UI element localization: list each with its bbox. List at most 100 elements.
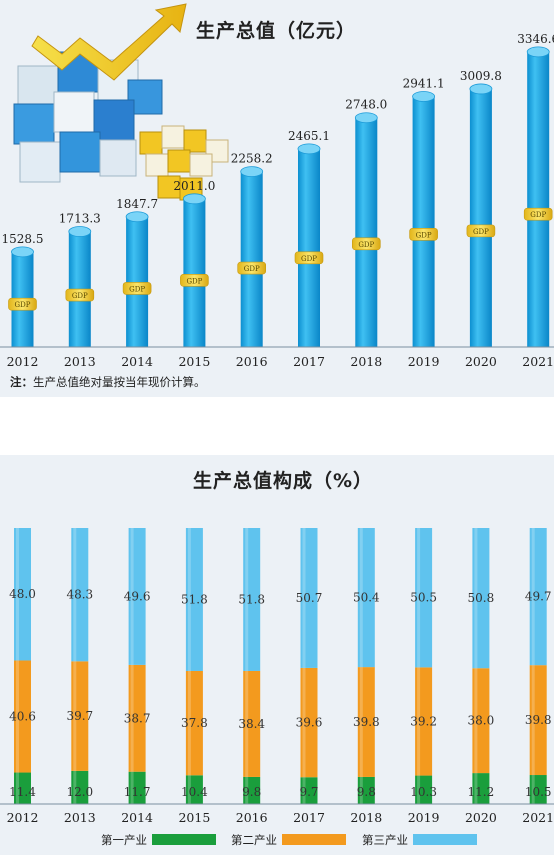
gdp-badge [409, 227, 438, 241]
stack-segment [128, 771, 146, 804]
stack-segment [357, 667, 375, 777]
note-label: 注： [10, 375, 33, 389]
stack-highlight [302, 667, 306, 778]
gdp-chart-title: 生产总值（亿元） [196, 20, 357, 42]
gdp-badge-text: GDP [358, 241, 374, 249]
stack-segment [300, 528, 318, 668]
gdp-bar [355, 117, 378, 347]
stack-segment [529, 665, 547, 776]
gdp-bar-chart: 1528.5 GDP 2012 1713.3 GDP 2013 1847.7 GDP 2014 2… [0, 32, 554, 369]
stack-segment [185, 528, 203, 671]
stack-value-label: 10.4 [181, 785, 208, 799]
gdp-value-label: 2258.2 [231, 152, 273, 166]
gdp-badge [122, 282, 152, 295]
gdp-bar-top [469, 83, 493, 95]
stack-value-label: 39.8 [525, 713, 552, 727]
stack-segment [529, 528, 547, 666]
gdp-bar [412, 96, 435, 347]
stack-highlight [130, 771, 134, 804]
stack-segment [14, 772, 31, 804]
stack-segment [243, 776, 261, 804]
composition-chart-title: 生产总值构成（%） [193, 470, 374, 492]
composition-x-tick: 2021 [522, 810, 554, 825]
stack-value-label: 50.8 [468, 591, 495, 605]
stack-segment [472, 528, 490, 669]
gdp-bar-top [11, 246, 34, 258]
gdp-badge-text: GDP [186, 277, 202, 285]
composition-x-tick: 2017 [293, 810, 325, 825]
gdp-badge [180, 274, 209, 287]
stack-highlight [73, 528, 77, 662]
stack-value-label: 38.7 [124, 711, 151, 725]
stack-value-label: 48.3 [66, 588, 93, 602]
stack-value-label: 50.4 [353, 591, 380, 605]
stack-highlight [359, 776, 363, 804]
stack-value-label: 37.8 [181, 716, 208, 730]
stack-value-label: 50.5 [410, 591, 437, 605]
gdp-badge [466, 224, 496, 238]
gdp-value-label: 1528.5 [2, 232, 44, 246]
stack-highlight [245, 776, 249, 804]
gdp-bar [527, 51, 550, 348]
gdp-bar-top [68, 226, 92, 237]
stack-value-label: 48.0 [9, 587, 36, 601]
gdp-badge [8, 297, 37, 311]
stack-highlight [359, 528, 363, 668]
gdp-badge-text: GDP [530, 211, 546, 219]
gdp-badge [351, 237, 381, 251]
stack-segment [415, 667, 433, 776]
gdp-bar [240, 171, 263, 347]
gdp-x-tick: 2014 [121, 354, 153, 369]
gdp-value-label: 1713.3 [59, 212, 101, 226]
stack-value-label: 49.7 [525, 590, 552, 604]
stack-value-label: 50.7 [296, 591, 323, 605]
stack-value-label: 39.2 [410, 714, 437, 728]
stack-segment [185, 775, 203, 804]
composition-x-tick: 2019 [408, 810, 440, 825]
stack-segment [357, 528, 375, 668]
stack-segment [14, 660, 31, 773]
stack-highlight [16, 528, 19, 661]
legend-label-secondary: 第二产业 [231, 833, 277, 847]
gdp-badge [65, 288, 95, 302]
growth-arrow-icon [31, 3, 187, 81]
stack-highlight [531, 528, 535, 666]
stack-highlight [474, 528, 478, 669]
gdp-value-label: 3346.6 [517, 32, 554, 46]
blue-cube-cluster [13, 51, 163, 183]
stack-highlight [16, 772, 19, 804]
gdp-bar-top [526, 46, 550, 58]
stack-segment [472, 668, 490, 774]
stack-highlight [16, 660, 19, 773]
gdp-note: 注：生产总值绝对量按当年现价计算。 [10, 374, 206, 390]
gdp-x-tick: 2016 [236, 354, 268, 369]
stack-value-label: 39.8 [353, 715, 380, 729]
stack-value-label: 51.8 [181, 592, 208, 606]
stack-segment [300, 777, 318, 804]
stack-value-label: 51.8 [238, 592, 265, 606]
stack-segment [243, 528, 261, 671]
legend-label-primary: 第一产业 [101, 833, 147, 847]
stack-value-label: 9.8 [357, 785, 376, 799]
stack-segment [415, 528, 433, 668]
gdp-value-label: 2748.0 [345, 98, 387, 112]
stack-highlight [531, 775, 535, 804]
stack-highlight [245, 670, 249, 777]
legend-swatch-primary [152, 834, 216, 845]
legend-swatch-tertiary [413, 834, 477, 845]
composition-x-tick: 2020 [465, 810, 497, 825]
gdp-x-tick: 2021 [522, 354, 554, 369]
composition-x-tick: 2013 [64, 810, 96, 825]
gdp-badge [294, 251, 324, 265]
stack-value-label: 9.7 [299, 785, 318, 799]
gdp-bar [298, 148, 320, 347]
gdp-x-tick: 2019 [408, 354, 440, 369]
stack-highlight [130, 664, 134, 772]
stack-value-label: 10.3 [410, 785, 437, 799]
stack-value-label: 10.5 [525, 785, 552, 799]
stack-segment [529, 775, 547, 804]
gdp-x-tick: 2018 [350, 354, 382, 369]
gdp-bar-top [240, 166, 264, 177]
stack-highlight [417, 528, 421, 668]
stack-highlight [474, 773, 478, 804]
